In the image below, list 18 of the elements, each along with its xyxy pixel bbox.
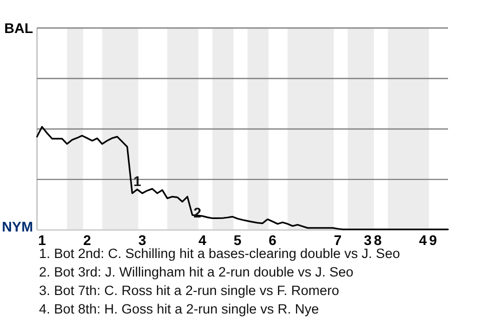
text: 1. Bot 2nd: C. Schilling hit a bases-clearing double vs J. Seo	[39, 246, 400, 261]
x-tick-label: 5	[234, 232, 242, 248]
x-tick-label: 9	[429, 232, 438, 248]
x-tick-label: 4	[198, 232, 207, 248]
x-tick-label: 2	[83, 232, 92, 248]
x-tick-label: 4	[419, 232, 428, 248]
x-tick-label: 1	[38, 232, 46, 248]
text: NYM	[2, 218, 33, 234]
text: 2. Bot 3rd: J. Willingham hit a 2-run double vs J. Seo	[39, 264, 354, 280]
text: 4. Bot 8th: H. Goss hit a 2-run single vs R. Nye	[39, 302, 319, 316]
x-tick-label: 6	[268, 232, 277, 248]
text: 3. Bot 7th: C. Ross hit a 2-run single vs F. Romero	[39, 283, 340, 298]
x-tick-label: 7	[334, 232, 342, 248]
annotation: 1	[133, 173, 142, 190]
x-tick-label: 3	[364, 232, 372, 248]
text: BAL	[4, 20, 34, 36]
x-tick-label: 3	[138, 232, 146, 248]
x-tick-label: 8	[374, 232, 382, 248]
